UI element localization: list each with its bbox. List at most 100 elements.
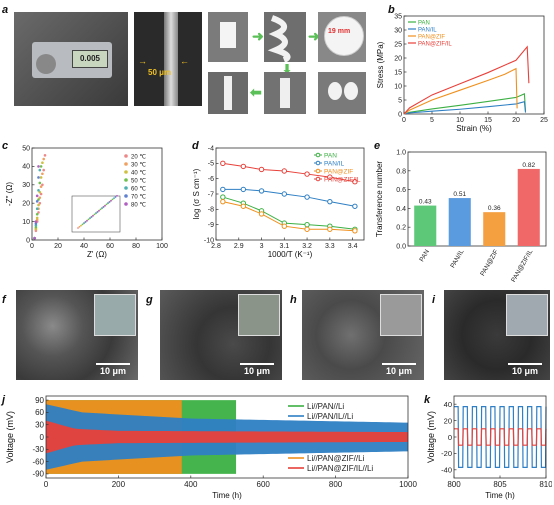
inset-point bbox=[99, 208, 102, 211]
arrow-down-icon: ⬇ bbox=[282, 62, 293, 76]
data-point bbox=[34, 222, 38, 225]
y-tick-label: 40 bbox=[22, 164, 30, 171]
inset-point bbox=[111, 198, 114, 201]
x-tick-label: 805 bbox=[493, 480, 507, 489]
x-tick-label: 2.9 bbox=[234, 243, 244, 250]
x-tick-label: 800 bbox=[447, 480, 461, 489]
inset-point bbox=[81, 223, 84, 226]
data-point bbox=[41, 183, 44, 187]
y-tick-label: -90 bbox=[32, 470, 44, 479]
held-membrane-photo bbox=[264, 72, 306, 114]
arrow-right-icon-2: ➜ bbox=[308, 28, 320, 44]
inset-point bbox=[87, 218, 90, 221]
legend-entry: PAN/IL bbox=[324, 161, 344, 168]
scalebar-i: 10 μm bbox=[508, 363, 542, 376]
y-tick-label: 60 bbox=[35, 408, 44, 417]
data-point bbox=[34, 227, 38, 231]
category-label: PAN@ZIF bbox=[479, 248, 500, 277]
x-tick-label: 10 bbox=[456, 117, 464, 124]
data-point bbox=[352, 203, 358, 209]
y-tick-label: 0.0 bbox=[396, 244, 406, 251]
panel-label-h: h bbox=[290, 294, 297, 306]
legend-entry: 80 ℃ bbox=[131, 203, 146, 209]
legend-marker bbox=[124, 170, 128, 174]
panel-label-e: e bbox=[374, 140, 381, 152]
thickness-arrows-icon: → bbox=[138, 56, 147, 66]
data-point bbox=[220, 160, 226, 167]
x-tick-label: 3.2 bbox=[302, 243, 312, 250]
y-tick-label: 10 bbox=[22, 219, 30, 226]
chart-transference: 0.0 0.2 0.4 0.6 0.8 1.0 Transference number 0.4… bbox=[375, 150, 547, 282]
x-tick-label: 2.8 bbox=[211, 243, 221, 250]
square-wave-1 bbox=[454, 428, 547, 446]
data-point bbox=[39, 176, 43, 179]
inset-point bbox=[83, 222, 85, 225]
legend-entry: Li//PAN@ZIF//Li bbox=[307, 454, 365, 463]
inset-point bbox=[96, 211, 99, 213]
panel-label-d: d bbox=[192, 140, 199, 152]
legend-entry: Li//PAN//Li bbox=[307, 402, 344, 411]
data-point bbox=[38, 168, 42, 172]
bar-value-label: 0.51 bbox=[453, 191, 466, 198]
data-point bbox=[39, 192, 43, 196]
bar-value-label: 0.36 bbox=[488, 205, 501, 212]
y-axis-label: Stress (MPa) bbox=[376, 41, 385, 88]
inset-point bbox=[107, 202, 109, 205]
data-point bbox=[42, 168, 45, 172]
data-point bbox=[39, 165, 43, 168]
bar-value-label: 0.82 bbox=[522, 162, 535, 169]
data-point bbox=[327, 226, 333, 232]
data-point bbox=[42, 157, 45, 161]
legend-marker bbox=[315, 160, 321, 166]
data-point bbox=[39, 185, 43, 188]
y-tick-label: 30 bbox=[22, 182, 30, 189]
legend-entry: 60 ℃ bbox=[131, 187, 146, 193]
data-point bbox=[38, 190, 42, 194]
data-point bbox=[240, 186, 247, 193]
series-line-panzifil bbox=[403, 45, 530, 115]
y-tick-label: -30 bbox=[32, 445, 44, 454]
scalebar-g: 10 μm bbox=[240, 363, 274, 376]
y-tick-label: -8 bbox=[208, 207, 214, 214]
x-tick-label: 15 bbox=[484, 117, 492, 124]
legend-entry: Li//PAN/IL//Li bbox=[307, 412, 353, 421]
twisted-membrane-photo bbox=[264, 12, 306, 62]
legend-marker bbox=[124, 162, 128, 166]
panel-label-j: j bbox=[2, 394, 6, 406]
data-point bbox=[33, 236, 36, 240]
y-tick-label: -5 bbox=[208, 161, 214, 168]
data-point bbox=[38, 196, 42, 199]
data-point bbox=[258, 188, 265, 194]
series-line-panil bbox=[403, 100, 527, 115]
data-point bbox=[281, 223, 288, 229]
data-point bbox=[37, 211, 40, 214]
data-point bbox=[35, 212, 39, 216]
x-tick-label: 1000 bbox=[399, 480, 417, 489]
thickness-arrows-icon-right: ← bbox=[180, 56, 189, 66]
x-tick-label: 0 bbox=[44, 480, 49, 489]
inset-point bbox=[77, 227, 79, 229]
legend-marker bbox=[124, 154, 128, 158]
arrow-left-icon: ⬅ bbox=[250, 84, 262, 100]
inset-point bbox=[105, 203, 108, 206]
y-tick-label: 0.2 bbox=[396, 225, 406, 232]
data-point bbox=[37, 198, 40, 201]
inset-point bbox=[98, 209, 100, 212]
legend-marker bbox=[315, 152, 321, 158]
data-point bbox=[304, 171, 310, 177]
bar-panzifil bbox=[517, 168, 540, 246]
voltage-band-3 bbox=[46, 420, 408, 454]
legend-marker bbox=[124, 194, 128, 198]
y-tick-label: 0 bbox=[398, 111, 402, 118]
data-point bbox=[37, 165, 40, 168]
y-tick-label: 40 bbox=[444, 400, 452, 409]
legend-entry: 40 ℃ bbox=[131, 171, 146, 177]
y-tick-label: 20 bbox=[394, 55, 402, 62]
sem-image-f: 10 μm bbox=[16, 290, 138, 380]
folded-membrane-photo bbox=[208, 12, 248, 62]
inset-point bbox=[116, 194, 118, 197]
bar-panil bbox=[448, 198, 471, 246]
y-tick-label: -60 bbox=[32, 457, 44, 466]
x-tick-label: 3.1 bbox=[279, 243, 289, 250]
y-tick-label: -40 bbox=[441, 466, 452, 475]
